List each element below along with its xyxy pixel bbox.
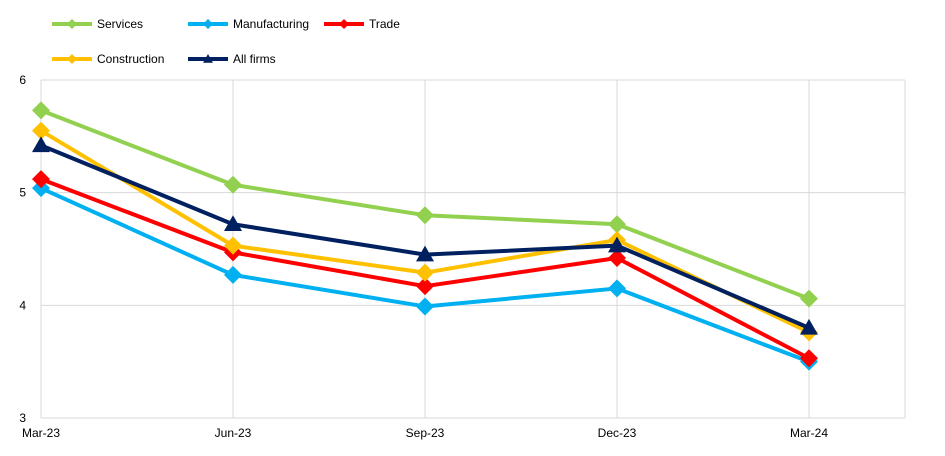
y-tick-label: 6 bbox=[19, 73, 26, 87]
x-tick-label: Mar-23 bbox=[22, 426, 60, 440]
data-point bbox=[608, 236, 626, 253]
data-point bbox=[32, 101, 50, 120]
legend-marker bbox=[203, 54, 213, 63]
data-point bbox=[224, 175, 242, 194]
data-point bbox=[800, 349, 818, 368]
data-point bbox=[608, 215, 626, 234]
data-point bbox=[416, 263, 434, 282]
data-point bbox=[608, 279, 626, 298]
y-tick-label: 3 bbox=[19, 411, 26, 425]
data-point bbox=[416, 277, 434, 296]
data-point bbox=[32, 179, 50, 198]
legend-label: Services bbox=[97, 17, 143, 31]
x-tick-label: Jun-23 bbox=[215, 426, 252, 440]
data-point bbox=[32, 136, 50, 153]
legend-marker bbox=[203, 19, 213, 29]
legend-marker bbox=[67, 54, 77, 64]
legend-marker bbox=[67, 19, 77, 29]
data-point bbox=[608, 249, 626, 268]
y-tick-label: 5 bbox=[19, 186, 26, 200]
x-tick-label: Mar-24 bbox=[790, 426, 828, 440]
legend-label: Construction bbox=[97, 52, 164, 66]
data-point bbox=[224, 236, 242, 255]
data-point bbox=[800, 318, 818, 335]
data-point bbox=[224, 265, 242, 284]
legend-label: All firms bbox=[233, 52, 276, 66]
legend-label: Manufacturing bbox=[233, 17, 309, 31]
data-point bbox=[416, 297, 434, 316]
legend-label: Trade bbox=[369, 17, 400, 31]
x-tick-label: Sep-23 bbox=[406, 426, 445, 440]
y-tick-label: 4 bbox=[19, 298, 26, 312]
data-point bbox=[224, 215, 242, 231]
data-point bbox=[800, 289, 818, 308]
legend-marker bbox=[339, 19, 349, 29]
x-tick-label: Dec-23 bbox=[598, 426, 637, 440]
data-point bbox=[32, 170, 50, 189]
data-point bbox=[32, 121, 50, 140]
data-point bbox=[416, 245, 434, 262]
data-point bbox=[416, 206, 434, 225]
